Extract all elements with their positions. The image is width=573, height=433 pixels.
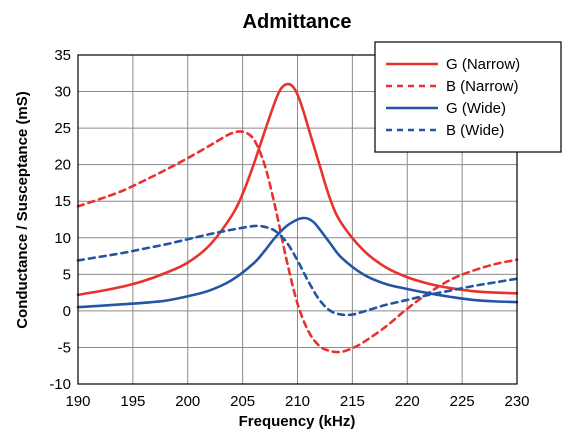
series-lines	[76, 82, 519, 354]
series-line-b-wide	[76, 224, 519, 317]
series-line-g-narrow	[76, 82, 519, 297]
x-tick-label: 205	[230, 393, 255, 410]
y-tick-labels: -10 -5 0 5 10 15 20 25 30 35	[49, 47, 71, 393]
y-tick-label: 25	[54, 120, 71, 137]
x-tick-label: 190	[65, 393, 90, 410]
legend-box	[374, 41, 562, 153]
y-tick-label: 30	[54, 84, 71, 101]
legend-label-b-narrow: B (Narrow)	[446, 78, 519, 95]
x-tick-label: 225	[450, 393, 475, 410]
legend: G (Narrow) B (Narrow) G (Wide) B (Wide)	[374, 41, 562, 153]
legend-label-b-wide: B (Wide)	[446, 122, 504, 139]
plot-frame	[77, 54, 518, 385]
y-tick-label: 5	[63, 266, 71, 283]
y-axis-label: Conductance / Susceptance (mS)	[14, 91, 31, 329]
y-tick-label: 20	[54, 157, 71, 174]
y-tick-label: 35	[54, 47, 71, 64]
x-tick-label: 195	[120, 393, 145, 410]
x-tick-label: 215	[340, 393, 365, 410]
x-axis-label: Frequency (kHz)	[239, 413, 356, 430]
legend-label-g-wide: G (Wide)	[446, 100, 506, 117]
y-tick-label: -5	[58, 339, 71, 356]
x-tick-label: 230	[504, 393, 529, 410]
series-line-g-wide	[76, 216, 519, 309]
x-tick-label: 210	[285, 393, 310, 410]
x-tick-label: 220	[395, 393, 420, 410]
legend-label-g-narrow: G (Narrow)	[446, 56, 520, 73]
x-tick-labels: 190 195 200 205 210 215 220 225 230	[65, 393, 529, 410]
x-tick-label: 200	[175, 393, 200, 410]
y-tick-label: 10	[54, 230, 71, 247]
y-tick-label: 0	[63, 303, 71, 320]
series-line-b-narrow	[76, 130, 519, 354]
y-tick-label: -10	[49, 376, 71, 393]
chart-title: Admittance	[243, 11, 352, 33]
y-tick-label: 15	[54, 193, 71, 210]
